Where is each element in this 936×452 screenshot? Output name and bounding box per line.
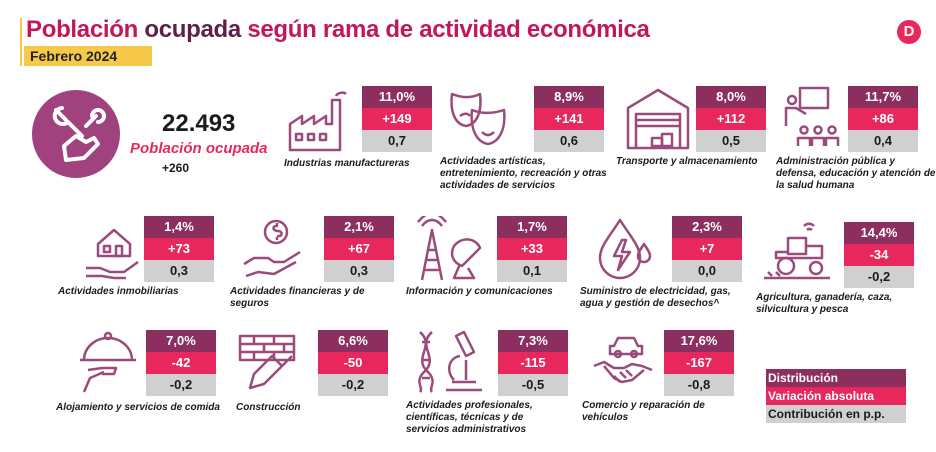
industrias-label: Industrias manufactureras <box>284 158 410 169</box>
contribution-cell: 0,5 <box>696 130 766 152</box>
contribution-cell: -0,2 <box>844 266 914 288</box>
distribution-cell: 1,4% <box>144 216 214 238</box>
bricks-trowel-icon <box>238 334 296 390</box>
comercio-label: Comercio y reparación de vehículos <box>582 400 705 423</box>
variation-cell: +33 <box>497 238 567 260</box>
variation-cell: +141 <box>534 108 604 130</box>
construccion-box: 6,6% -50 -0,2 <box>318 330 388 396</box>
contribution-cell: 0,7 <box>362 130 432 152</box>
date-badge: Febrero 2024 <box>24 46 152 66</box>
distribution-cell: 17,6% <box>664 330 734 352</box>
variation-cell: -50 <box>318 352 388 374</box>
distribution-cell: 2,1% <box>324 216 394 238</box>
inmobiliarias-label: Actividades inmobiliarias <box>58 286 179 297</box>
administracion-box: 11,7% +86 0,4 <box>848 86 918 152</box>
variation-cell: +149 <box>362 108 432 130</box>
suministro-label: Suministro de electricidad, gas, agua y … <box>580 286 731 309</box>
agricultura-box: 14,4% -34 -0,2 <box>844 222 914 288</box>
wrench-hand-icon <box>32 90 120 178</box>
total-label: Población ocupada <box>130 140 268 157</box>
contribution-cell: -0,5 <box>498 374 568 396</box>
transporte-label: Transporte y almacenamiento <box>616 156 758 167</box>
distribution-cell: 8,9% <box>534 86 604 108</box>
agricultura-label: Agricultura, ganadería, caza, silvicultu… <box>756 292 893 315</box>
theater-masks-icon <box>450 92 506 146</box>
contribution-cell: 0,3 <box>324 260 394 282</box>
distribution-cell: 11,0% <box>362 86 432 108</box>
profesionales-box: 7,3% -115 -0,5 <box>498 330 568 396</box>
title-part2: ocupada <box>144 16 241 43</box>
suministro-box: 2,3% +7 0,0 <box>672 216 742 282</box>
title-part3: según rama de actividad económica <box>247 16 650 43</box>
house-hand-icon <box>86 228 139 280</box>
contribution-cell: 0,6 <box>534 130 604 152</box>
transporte-box: 8,0% +112 0,5 <box>696 86 766 152</box>
page-title: Población ocupada según rama de activida… <box>26 16 650 44</box>
construccion-label: Construcción <box>236 402 301 413</box>
brand-logo: D <box>897 20 921 44</box>
variation-cell: -34 <box>844 244 914 266</box>
distribution-cell: 2,3% <box>672 216 742 238</box>
contribution-cell: 0,1 <box>497 260 567 282</box>
variation-cell: +7 <box>672 238 742 260</box>
variation-cell: +86 <box>848 108 918 130</box>
distribution-cell: 7,0% <box>146 330 216 352</box>
profesionales-label: Actividades profesionales, científicas, … <box>406 400 533 435</box>
title-part1: Población <box>26 16 138 43</box>
alojamiento-label: Alojamiento y servicios de comida <box>56 402 220 413</box>
informacion-label: Información y comunicaciones <box>406 286 553 297</box>
contribution-cell: 0,4 <box>848 130 918 152</box>
teacher-class-icon <box>784 86 840 146</box>
legend-variation: Variación absoluta <box>766 387 906 405</box>
alojamiento-box: 7,0% -42 -0,2 <box>146 330 216 396</box>
factory-icon <box>288 91 347 152</box>
contribution-cell: -0,2 <box>146 374 216 396</box>
money-hand-icon <box>243 219 301 278</box>
industrias-box: 11,0% +149 0,7 <box>362 86 432 152</box>
dna-microscope-icon <box>418 330 482 393</box>
legend-distribution: Distribución <box>766 369 906 387</box>
distribution-cell: 14,4% <box>844 222 914 244</box>
distribution-cell: 7,3% <box>498 330 568 352</box>
variation-cell: +73 <box>144 238 214 260</box>
financieras-label: Actividades financieras y de seguros <box>230 286 365 309</box>
contribution-cell: 0,0 <box>672 260 742 282</box>
energy-water-icon <box>598 218 652 280</box>
total-variation: +260 <box>162 161 190 175</box>
artisticas-box: 8,9% +141 0,6 <box>534 86 604 152</box>
financieras-box: 2,1% +67 0,3 <box>324 216 394 282</box>
inmobiliarias-box: 1,4% +73 0,3 <box>144 216 214 282</box>
contribution-cell: -0,2 <box>318 374 388 396</box>
contribution-cell: 0,3 <box>144 260 214 282</box>
artisticas-label: Actividades artísticas, entretenimiento,… <box>440 156 607 191</box>
variation-cell: -42 <box>146 352 216 374</box>
tractor-icon <box>764 222 830 280</box>
warehouse-icon <box>626 88 690 150</box>
variation-cell: -115 <box>498 352 568 374</box>
variation-cell: +67 <box>324 238 394 260</box>
variation-cell: -167 <box>664 352 734 374</box>
accent-bar <box>20 18 22 66</box>
comercio-box: 17,6% -167 -0,8 <box>664 330 734 396</box>
contribution-cell: -0,8 <box>664 374 734 396</box>
informacion-box: 1,7% +33 0,1 <box>497 216 567 282</box>
distribution-cell: 1,7% <box>497 216 567 238</box>
antenna-satellite-icon <box>417 216 482 281</box>
variation-cell: +112 <box>696 108 766 130</box>
total-value: 22.493 <box>162 110 236 137</box>
administracion-label: Administración pública y defensa, educac… <box>776 156 936 191</box>
legend-contribution: Contribución en p.p. <box>766 405 906 423</box>
distribution-cell: 6,6% <box>318 330 388 352</box>
car-handshake-icon <box>593 336 653 384</box>
food-cloche-icon <box>80 331 136 393</box>
distribution-cell: 8,0% <box>696 86 766 108</box>
distribution-cell: 11,7% <box>848 86 918 108</box>
